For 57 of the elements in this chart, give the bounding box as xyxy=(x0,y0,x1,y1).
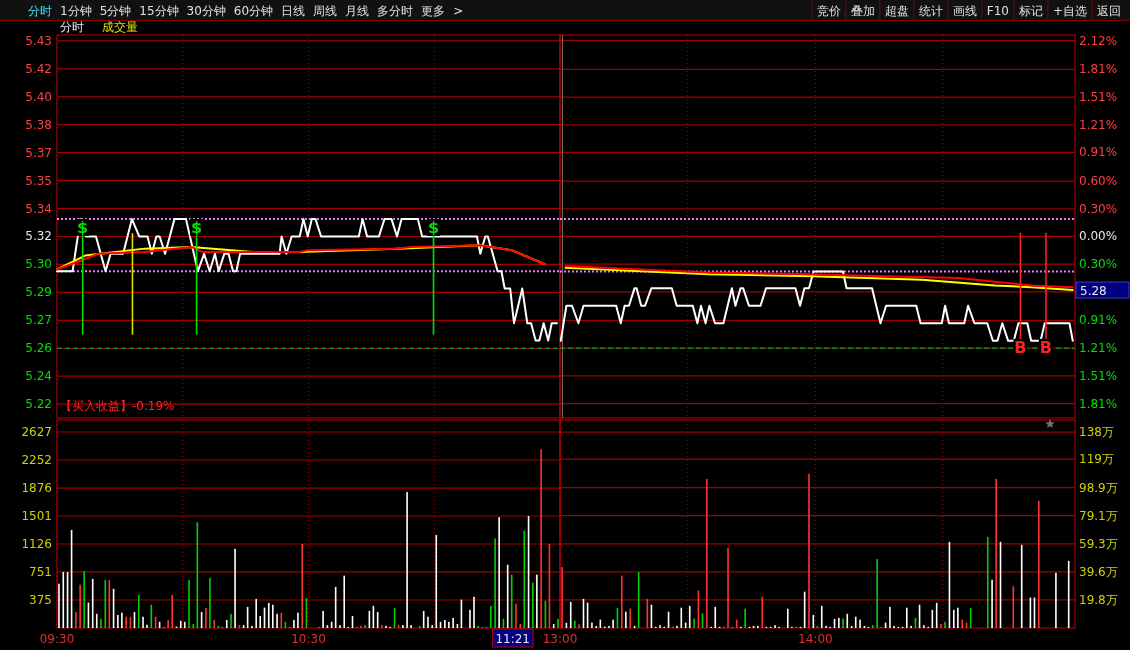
line-series xyxy=(56,244,546,271)
y-tick-label: 59.3万 xyxy=(1079,536,1118,551)
y-tick-label: 1.21% xyxy=(1079,341,1118,356)
chart-title: 分时 xyxy=(60,20,84,34)
annotation: $ xyxy=(191,217,203,237)
y-tick-label: 79.1万 xyxy=(1079,508,1118,523)
annotation: $ xyxy=(427,217,440,237)
y-tick-label: 1.51% xyxy=(1079,368,1118,383)
y-tick-label: 1501 xyxy=(21,509,52,524)
y-tick-label: 0.30% xyxy=(1079,201,1118,216)
y-tick-label: 0.30% xyxy=(1079,257,1118,272)
y-tick-label: 5.24 xyxy=(25,369,52,384)
y-tick-label: 5.38 xyxy=(25,117,52,132)
y-tick-label: 5.29 xyxy=(25,285,52,300)
y-tick-label: 0.91% xyxy=(1079,313,1118,328)
chart-subtitle: 成交量 xyxy=(102,20,138,34)
x-tick-label: 10:30 xyxy=(291,632,326,646)
y-tick-label: 5.37 xyxy=(25,145,52,160)
x-tick-label: 13:00 xyxy=(542,632,578,646)
y-tick-label: 5.43 xyxy=(25,33,52,48)
y-tick-label: 5.35 xyxy=(25,173,52,188)
x-tick-label: 14:00 xyxy=(798,632,833,646)
y-tick-label: 1.21% xyxy=(1079,117,1118,132)
y-tick-label: 5.42 xyxy=(25,61,52,76)
annotation: B xyxy=(1039,337,1053,357)
y-tick-label: 1.81% xyxy=(1079,62,1118,77)
y-tick-label: 2.12% xyxy=(1079,33,1118,48)
y-tick-label: 1126 xyxy=(21,536,52,551)
y-tick-label: 5.32 xyxy=(25,229,52,244)
y-tick-label: 0.91% xyxy=(1079,145,1118,160)
y-tick-label: 5.34 xyxy=(25,201,52,216)
y-tick-label: 98.9万 xyxy=(1079,480,1118,495)
y-tick-label: 5.26 xyxy=(25,341,52,356)
y-tick-label: 1.51% xyxy=(1079,90,1118,105)
y-tick-label: 0.00% xyxy=(1079,229,1118,244)
y-tick-label: 5.40 xyxy=(25,89,52,104)
y-tick-label: 2252 xyxy=(21,452,52,467)
y-tick-label: 375 xyxy=(29,593,52,608)
y-tick-label: 19.8万 xyxy=(1079,592,1118,607)
text: 11:21 xyxy=(495,632,530,646)
y-tick-label: 2627 xyxy=(21,425,52,440)
y-tick-label: 751 xyxy=(29,564,52,579)
annotation: B xyxy=(1014,337,1027,357)
y-tick-label: 5.27 xyxy=(25,313,52,328)
text: 5.28 xyxy=(1080,284,1107,299)
toolbar: 分时 1分钟 5分钟 15分钟 30分钟 60分钟 日线 周线 月线 多分时 更多 > 竞价 叠加 超盘 统计 画线 F10 标记 +自选 返回 xyxy=(0,0,1130,21)
y-tick-label: 5.22 xyxy=(25,397,52,412)
y-tick-label: 119万 xyxy=(1079,452,1114,467)
y-tick-label: 1.81% xyxy=(1079,396,1118,411)
y-tick-label: 0.60% xyxy=(1079,174,1118,189)
y-tick-label: 138万 xyxy=(1079,425,1114,440)
y-tick-label: 39.6万 xyxy=(1079,564,1118,579)
annotation: $ xyxy=(77,217,89,237)
x-tick-label: 09:30 xyxy=(39,632,75,646)
y-tick-label: 5.30 xyxy=(25,257,52,272)
annotation: 【买入收益】-0.19% xyxy=(60,399,175,413)
y-tick-label: 1876 xyxy=(21,481,52,496)
